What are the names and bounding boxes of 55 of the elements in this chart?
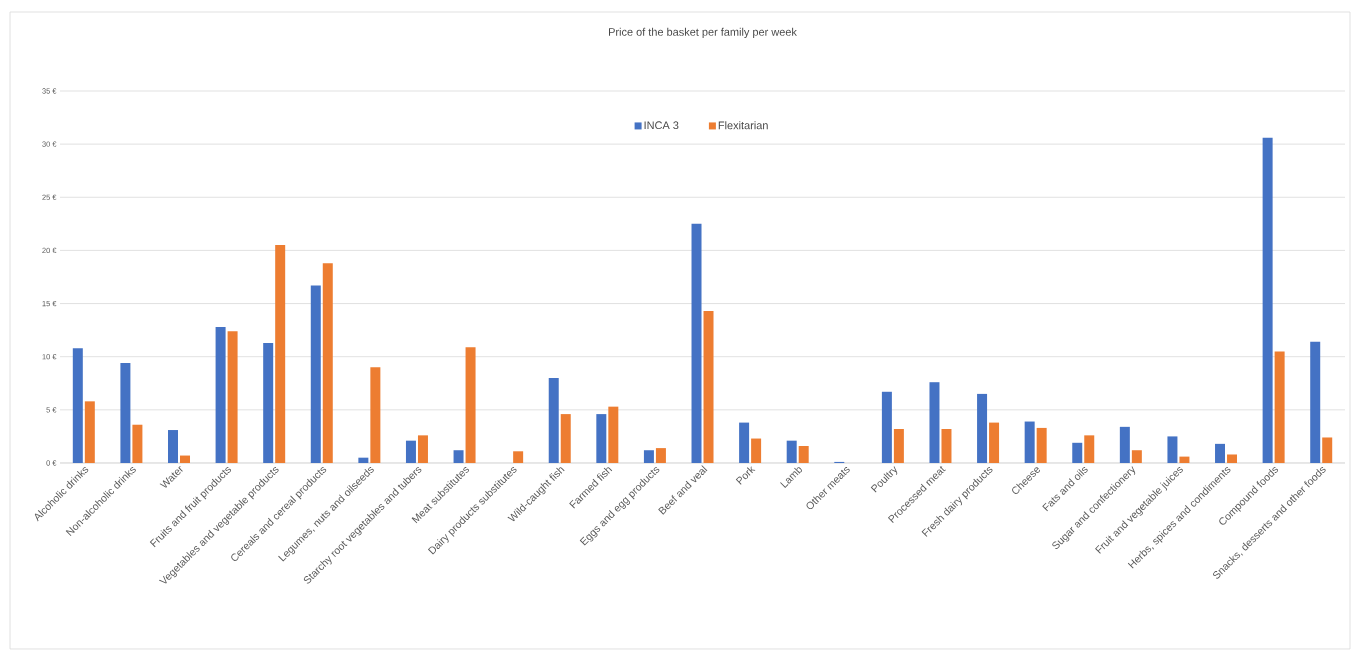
bar [929, 382, 940, 463]
bar [513, 451, 524, 463]
bar [977, 393, 988, 463]
bar [1215, 443, 1226, 463]
bar [227, 331, 238, 463]
bar [167, 430, 178, 463]
bar [739, 422, 750, 463]
bar [1227, 454, 1238, 463]
bar [322, 263, 333, 463]
bar [263, 342, 274, 463]
bar [72, 348, 83, 463]
bar [310, 285, 321, 463]
bar [1119, 426, 1130, 463]
bar [1274, 351, 1285, 463]
bar [989, 422, 1000, 463]
bar [215, 326, 226, 463]
bar [1179, 456, 1190, 463]
legend-label: INCA 3 [644, 121, 679, 130]
bar [1024, 421, 1035, 463]
bar [548, 377, 559, 463]
bar [370, 367, 381, 463]
bar [1084, 435, 1095, 463]
bar [1262, 137, 1273, 463]
bar [132, 424, 143, 463]
bar [1167, 436, 1178, 463]
bar [1036, 427, 1047, 463]
legend-label: Flexitarian [718, 121, 768, 130]
bar [453, 450, 464, 463]
bar [84, 401, 95, 463]
bar [465, 347, 476, 463]
bar [798, 445, 809, 463]
bar [751, 438, 762, 463]
bar [405, 440, 416, 463]
bar [655, 448, 666, 463]
bar [703, 311, 714, 463]
x-tick-label: Fats and oils [1042, 467, 1088, 512]
bar [1322, 437, 1333, 463]
bar [417, 435, 428, 463]
bar [1072, 442, 1083, 463]
bar [881, 391, 892, 463]
bar [941, 428, 952, 463]
chart-title: Price of the basket per family per week [609, 27, 797, 39]
bar [358, 457, 369, 463]
bar [596, 414, 607, 463]
bar [1131, 450, 1142, 463]
bar [560, 414, 571, 463]
bar [893, 428, 904, 463]
bar [179, 455, 190, 463]
bar [786, 440, 797, 463]
bar [643, 450, 654, 463]
bar [1310, 341, 1321, 463]
bar [275, 245, 286, 463]
bar [120, 363, 131, 463]
bar [608, 406, 619, 463]
bar [691, 223, 702, 463]
